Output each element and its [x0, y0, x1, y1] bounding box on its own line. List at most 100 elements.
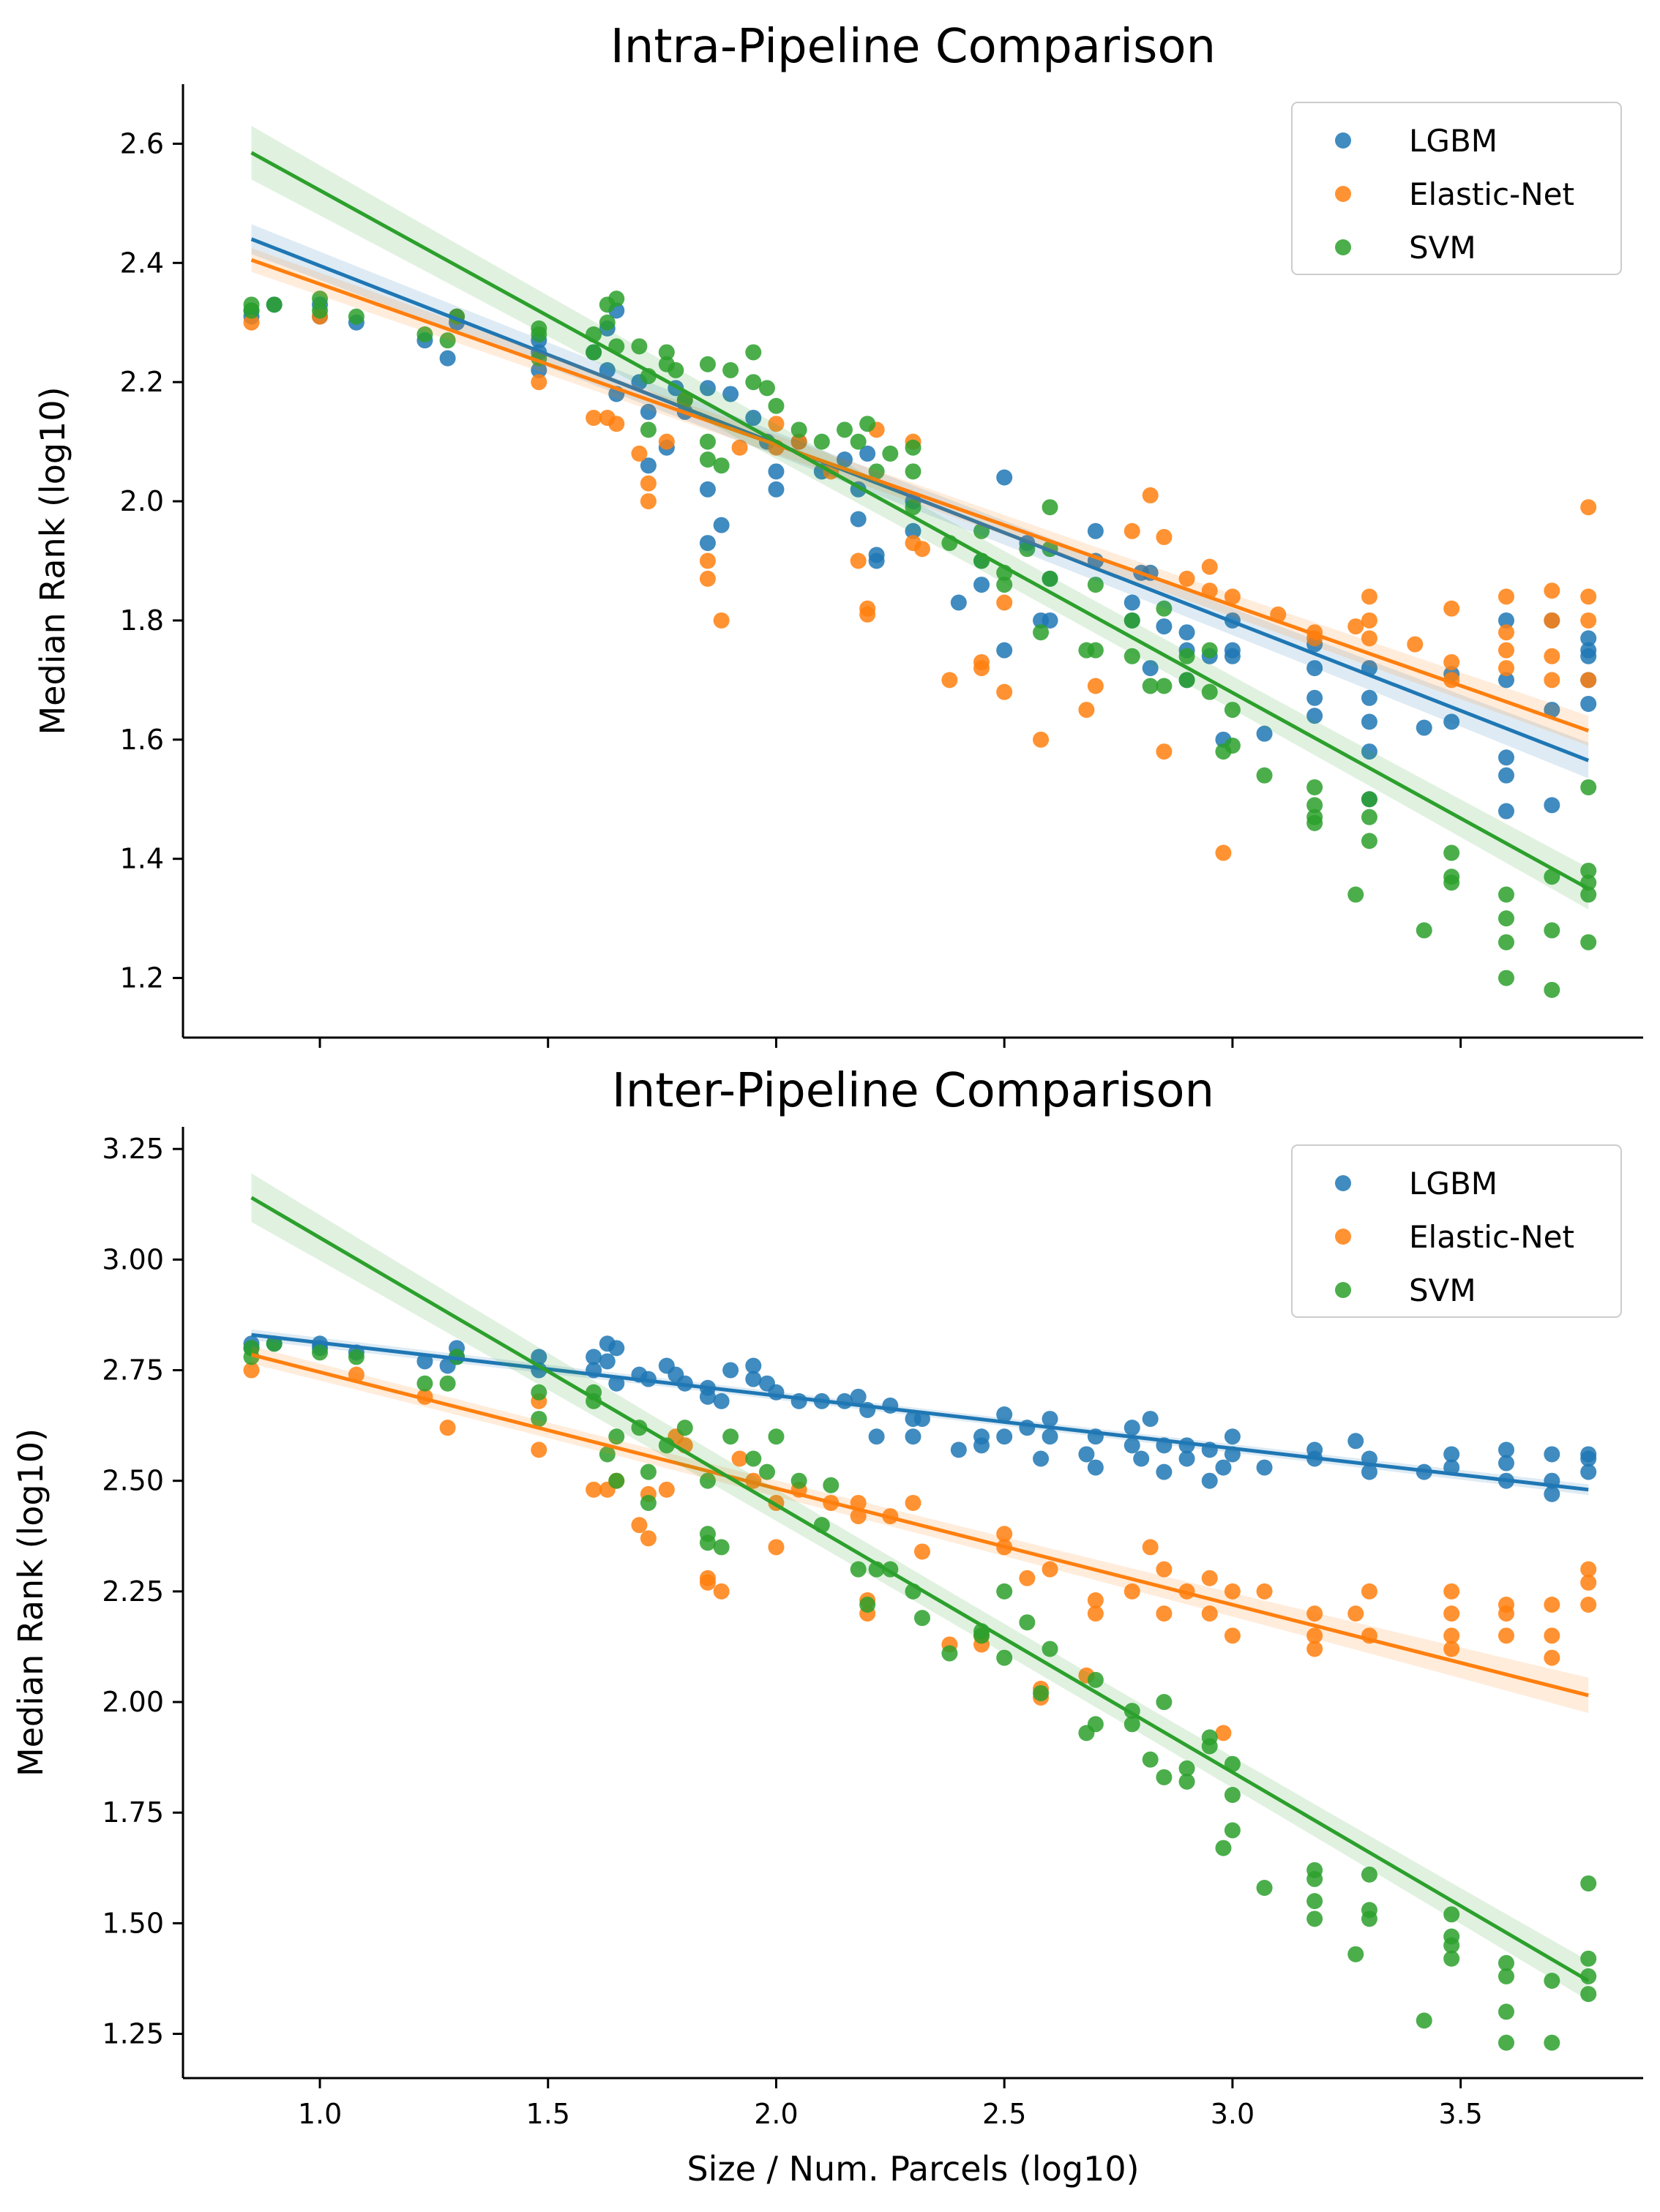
data-point	[631, 1517, 648, 1534]
data-point	[640, 493, 657, 510]
y-tick-label: 2.50	[102, 1465, 164, 1497]
data-point	[722, 1428, 739, 1445]
data-point	[1580, 630, 1597, 647]
data-point	[1347, 1946, 1364, 1962]
data-point	[996, 1526, 1013, 1542]
data-point	[713, 457, 730, 474]
data-point	[699, 481, 716, 498]
data-point	[1580, 672, 1597, 689]
data-point	[312, 290, 329, 307]
data-point	[1178, 648, 1195, 664]
legend-label: LGBM	[1409, 123, 1498, 159]
data-point	[531, 1384, 547, 1401]
data-point	[1306, 814, 1323, 831]
data-point	[1087, 1716, 1104, 1733]
data-point	[1361, 1463, 1377, 1480]
data-point	[868, 547, 885, 563]
data-point	[722, 1362, 739, 1379]
data-point	[1544, 922, 1560, 939]
y-tick-label: 1.8	[120, 604, 164, 637]
data-point	[768, 1539, 785, 1556]
data-point	[1201, 1472, 1218, 1489]
data-point	[1256, 1459, 1273, 1476]
data-point	[699, 1534, 716, 1551]
data-point	[312, 302, 329, 319]
data-point	[1306, 1627, 1323, 1644]
data-point	[1178, 672, 1195, 689]
confidence-band-svm	[251, 126, 1589, 910]
data-point	[1498, 1968, 1514, 1984]
data-point	[531, 1411, 547, 1428]
data-point	[745, 1450, 762, 1467]
data-point	[1498, 934, 1514, 951]
data-point	[608, 1428, 625, 1445]
data-point	[608, 1340, 625, 1357]
data-point	[1224, 1428, 1241, 1445]
data-point	[1156, 1694, 1173, 1711]
data-point	[1156, 678, 1173, 694]
data-point	[1498, 1441, 1514, 1458]
y-tick-label: 1.75	[102, 1796, 164, 1829]
data-point	[1361, 743, 1377, 760]
data-point	[1306, 660, 1323, 677]
legend-marker	[1335, 1229, 1351, 1245]
data-point	[658, 433, 675, 450]
data-point	[1361, 689, 1377, 706]
y-tick-label: 2.75	[102, 1354, 164, 1387]
data-point	[768, 1428, 785, 1445]
data-point	[1224, 1583, 1241, 1600]
data-point	[699, 535, 716, 552]
data-point	[1201, 558, 1218, 575]
confidence-band-elastic-net	[251, 1346, 1589, 1714]
data-point	[1306, 797, 1323, 814]
data-point	[439, 350, 456, 367]
data-point	[1306, 1893, 1323, 1910]
data-point	[1443, 600, 1460, 617]
data-point	[1544, 612, 1560, 629]
data-point	[1201, 1738, 1218, 1755]
data-point	[836, 421, 853, 438]
data-point	[713, 612, 730, 629]
data-point	[1361, 612, 1377, 629]
data-point	[1498, 612, 1514, 629]
data-point	[1201, 1605, 1218, 1622]
chart-title: Inter-Pipeline Comparison	[612, 1064, 1214, 1118]
data-point	[640, 1530, 657, 1547]
y-tick-label: 2.25	[102, 1575, 164, 1608]
data-point	[1347, 618, 1364, 635]
data-point	[1142, 660, 1159, 677]
legend-box	[1291, 1144, 1622, 1318]
data-point	[1087, 1459, 1104, 1476]
data-point	[416, 1353, 433, 1370]
data-point	[1142, 1539, 1159, 1556]
data-point	[950, 594, 967, 611]
data-point	[1443, 1641, 1460, 1657]
data-point	[905, 439, 921, 456]
series-elastic-net-points	[243, 308, 1597, 861]
data-point	[1124, 594, 1140, 611]
data-point	[850, 1388, 867, 1405]
data-point	[1019, 1570, 1036, 1586]
data-point	[1033, 731, 1050, 748]
data-point	[243, 314, 260, 331]
data-point	[1498, 624, 1514, 641]
data-point	[1042, 1641, 1058, 1657]
data-point	[1361, 809, 1377, 825]
data-point	[1498, 1954, 1514, 1971]
data-point	[1201, 1570, 1218, 1586]
y-tick-label: 2.2	[120, 366, 164, 398]
data-point	[1416, 2012, 1432, 2029]
data-point	[1416, 719, 1432, 736]
data-point	[1042, 1428, 1058, 1445]
data-point	[1306, 1911, 1323, 1927]
data-point	[859, 416, 876, 432]
data-point	[745, 1371, 762, 1387]
data-point	[1347, 886, 1364, 903]
data-point	[850, 552, 867, 569]
y-tick-label: 1.25	[102, 2018, 164, 2050]
data-point	[722, 386, 739, 402]
data-point	[1416, 922, 1432, 939]
y-tick-label: 1.50	[102, 1907, 164, 1939]
data-point	[1306, 1870, 1323, 1887]
data-point	[868, 1428, 885, 1445]
